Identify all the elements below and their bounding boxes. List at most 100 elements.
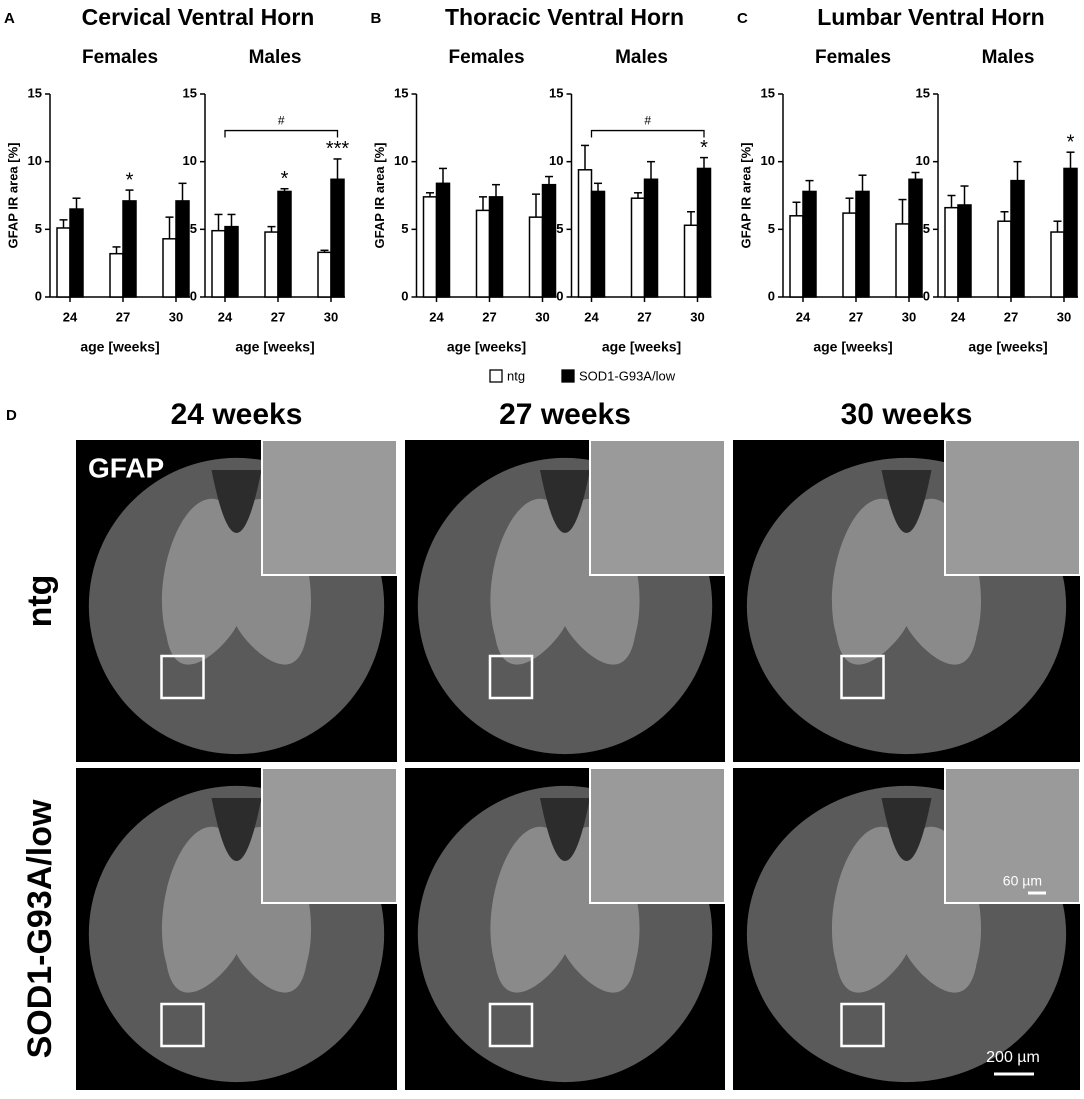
micrograph bbox=[733, 439, 1081, 762]
bar bbox=[224, 225, 239, 298]
bar bbox=[895, 223, 910, 298]
inset bbox=[589, 767, 726, 904]
x-tick-label: 30 bbox=[324, 309, 338, 324]
stain-label: GFAP bbox=[88, 452, 164, 483]
inset bbox=[944, 439, 1081, 576]
bar bbox=[855, 190, 870, 298]
y-tick-label: 10 bbox=[183, 153, 197, 168]
dorsal-fissure bbox=[211, 470, 262, 533]
x-axis-label: age [weeks] bbox=[968, 339, 1047, 355]
bar bbox=[122, 200, 137, 298]
region-box bbox=[488, 654, 534, 700]
y-tick-label: 0 bbox=[768, 288, 775, 303]
micrograph bbox=[405, 439, 726, 762]
micrograph bbox=[76, 767, 398, 1090]
significance-label: * bbox=[281, 168, 289, 190]
column-label: 30 weeks bbox=[841, 398, 973, 431]
region-box bbox=[160, 654, 205, 700]
significance-label: *** bbox=[326, 138, 350, 160]
y-tick-label: 10 bbox=[549, 153, 563, 168]
y-tick-label: 5 bbox=[35, 221, 42, 236]
bar bbox=[590, 190, 606, 298]
y-tick-label: 5 bbox=[923, 221, 930, 236]
column-label: 27 weeks bbox=[499, 398, 631, 431]
bar bbox=[997, 220, 1012, 298]
x-tick-label: 30 bbox=[169, 309, 183, 324]
significance-label: * bbox=[700, 137, 708, 159]
bar bbox=[211, 229, 226, 298]
x-axis-label: age [weeks] bbox=[80, 339, 159, 355]
row-label: ntg bbox=[21, 575, 59, 628]
y-tick-label: 10 bbox=[916, 153, 930, 168]
x-tick-label: 30 bbox=[535, 309, 549, 324]
chart-title: Males bbox=[615, 47, 668, 68]
inset bbox=[261, 767, 398, 904]
x-tick-label: 24 bbox=[584, 309, 599, 324]
y-tick-label: 0 bbox=[35, 288, 42, 303]
x-tick-label: 27 bbox=[637, 309, 651, 324]
y-axis-label: GFAP IR area [%] bbox=[738, 143, 753, 249]
scale-label: 200 µm bbox=[986, 1049, 1040, 1066]
x-axis-label: age [weeks] bbox=[447, 339, 526, 355]
legend-swatch bbox=[561, 369, 575, 383]
region-box bbox=[160, 1002, 205, 1048]
bracket bbox=[224, 129, 339, 138]
micrograph bbox=[76, 439, 398, 762]
column-label: 24 weeks bbox=[171, 398, 303, 431]
bar bbox=[1050, 231, 1065, 298]
bar bbox=[277, 190, 292, 298]
x-tick-label: 27 bbox=[1004, 309, 1018, 324]
bar bbox=[842, 212, 857, 298]
bracket bbox=[590, 129, 705, 138]
panel-letter: B bbox=[371, 10, 382, 27]
chart-title: Females bbox=[815, 47, 891, 68]
inset bbox=[261, 439, 398, 576]
bar bbox=[789, 215, 804, 298]
x-tick-label: 24 bbox=[429, 309, 444, 324]
panel-letter: A bbox=[4, 10, 15, 27]
bar bbox=[908, 178, 923, 298]
bar bbox=[1010, 179, 1025, 298]
dorsal-fissure bbox=[881, 470, 932, 533]
x-tick-label: 30 bbox=[690, 309, 704, 324]
micrograph bbox=[733, 767, 1081, 1090]
bar bbox=[330, 178, 345, 298]
x-tick-label: 24 bbox=[218, 309, 233, 324]
bracket-label: # bbox=[644, 114, 651, 128]
bar bbox=[264, 231, 279, 298]
bar bbox=[944, 206, 959, 298]
dorsal-fissure bbox=[540, 798, 590, 861]
dorsal-fissure bbox=[881, 798, 932, 861]
inset bbox=[944, 767, 1081, 904]
panel-title: Thoracic Ventral Horn bbox=[445, 4, 684, 30]
x-tick-label: 24 bbox=[63, 309, 78, 324]
x-tick-label: 30 bbox=[1057, 309, 1071, 324]
y-tick-label: 0 bbox=[401, 288, 408, 303]
x-axis-label: age [weeks] bbox=[602, 339, 681, 355]
bar bbox=[683, 224, 699, 298]
chart-title: Females bbox=[82, 47, 158, 68]
bar bbox=[696, 167, 712, 298]
bar bbox=[528, 216, 544, 298]
chart-title: Males bbox=[249, 47, 302, 68]
y-tick-label: 5 bbox=[768, 221, 775, 236]
y-tick-label: 15 bbox=[916, 85, 930, 100]
panel-title: Lumbar Ventral Horn bbox=[817, 4, 1044, 30]
y-tick-label: 15 bbox=[549, 85, 563, 100]
panel-letter: C bbox=[737, 10, 748, 27]
y-tick-label: 15 bbox=[394, 85, 408, 100]
bar bbox=[175, 200, 190, 298]
y-axis-label: GFAP IR area [%] bbox=[372, 143, 387, 249]
bar bbox=[643, 178, 659, 298]
gray-matter bbox=[831, 498, 982, 665]
inset-scale-label: 60 µm bbox=[1003, 873, 1042, 889]
x-tick-label: 27 bbox=[482, 309, 496, 324]
bar bbox=[577, 169, 593, 298]
y-tick-label: 5 bbox=[556, 221, 563, 236]
y-tick-label: 15 bbox=[183, 85, 197, 100]
bar bbox=[317, 251, 332, 298]
y-tick-label: 0 bbox=[923, 288, 930, 303]
dorsal-fissure bbox=[211, 798, 262, 861]
bar bbox=[422, 196, 438, 298]
